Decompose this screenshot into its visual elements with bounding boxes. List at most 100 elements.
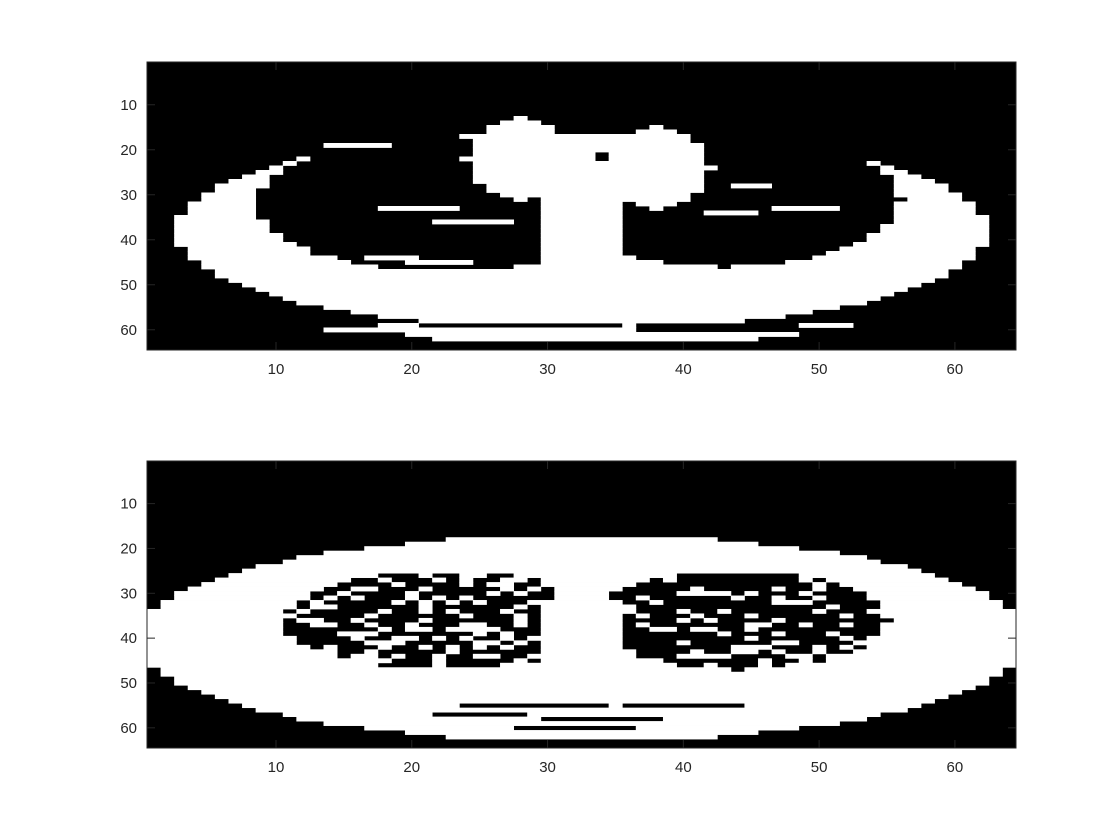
pixel-run [730,595,745,601]
y-tick-label: 50 [120,675,137,692]
pixel-run [500,644,515,650]
pixel-run [174,233,284,238]
pixel-run [486,188,705,193]
pixel-run [798,591,813,596]
pixel-run [812,586,827,592]
pixel-run [404,626,433,632]
pixel-run [839,582,963,587]
pixel-run [540,206,623,211]
pixel-run [242,703,460,709]
pixel-run [540,577,650,583]
pixel-run [880,604,1003,610]
x-tick-label: 50 [811,759,828,776]
pixel-run [147,662,379,668]
pixel-run [174,591,311,596]
pixel-run [540,255,637,261]
pixel-run [893,179,935,184]
pixel-run [404,591,419,596]
pixel-run [500,586,515,592]
pixel-run [459,577,474,583]
pixel-run [676,653,732,659]
pixel-run [540,582,637,587]
pixel-run [350,635,365,641]
pixel-run [269,291,895,297]
pixel-run [432,635,447,641]
pixel-run [540,622,623,628]
pixel-run [432,662,447,668]
pixel-run [500,635,515,641]
pixel-run [513,116,528,121]
pixel-run [676,608,691,614]
pixel-run [418,608,433,614]
x-tick-label: 40 [675,361,692,378]
x-tick-label: 50 [811,361,828,378]
pixel-run [201,260,352,265]
pixel-run [350,309,813,315]
pixel-run [337,591,352,596]
pixel-run [635,201,677,207]
pixel-run [174,237,284,243]
pixel-run [622,323,637,328]
pixel-run [242,282,922,288]
y-tick-label: 20 [120,142,137,159]
pixel-run [296,617,324,623]
pixel-run [540,210,623,216]
pixel-run [853,242,990,247]
pixel-run [608,152,705,157]
pixel-run [377,644,392,650]
pixel-run [147,640,297,646]
pixel-run [418,604,433,610]
ticks-bottom: 10 20 30 40 50 60 10 20 30 40 50 60 [120,461,1016,776]
pixel-run [893,206,976,211]
pixel-run [730,264,963,270]
pixel-run [404,260,474,265]
pixel-run [364,546,800,552]
pixel-run [866,237,990,243]
pixel-run [866,591,990,596]
pixel-run [418,644,433,650]
pixel-run [893,201,976,207]
pixel-run [377,626,392,632]
pixel-run [513,658,528,664]
pixel-run [540,228,623,234]
pixel-run [880,613,1017,619]
pixel-run [418,586,433,592]
pixel-run [269,165,284,171]
pixel-run [513,264,718,270]
pixel-run [228,698,935,704]
pixel-run [445,734,718,740]
pixel-run [459,622,487,628]
pixel-run [893,192,963,198]
pixel-run [798,577,813,583]
pixel-run [187,586,324,592]
pixel-run [147,608,284,614]
pixel-run [377,206,460,211]
pixel-run [771,631,786,637]
pixel-run [540,233,623,238]
pixel-run [282,161,297,166]
pixel-run [812,582,827,587]
pixel-run [147,644,311,650]
pixel-run [662,716,868,722]
pixel-run [187,685,976,691]
pixel-run [500,577,528,583]
pixel-run [676,640,691,646]
pixel-run [744,703,922,709]
y-tick-label: 60 [120,720,137,737]
pixel-run [445,649,460,655]
pixel-run [771,206,840,211]
pixel-run [540,215,623,220]
pixel-run [296,555,868,561]
pixel-run [432,336,759,342]
pixel-run [866,161,881,166]
pixel-run [445,600,460,605]
pixel-run [472,174,705,180]
pixel-run [540,604,637,610]
pixel-run [228,278,935,283]
pixel-run [472,152,596,157]
pixel-run [201,582,338,587]
pixel-run [730,644,772,650]
pixel-run [472,631,487,637]
pixel-run [364,255,419,261]
